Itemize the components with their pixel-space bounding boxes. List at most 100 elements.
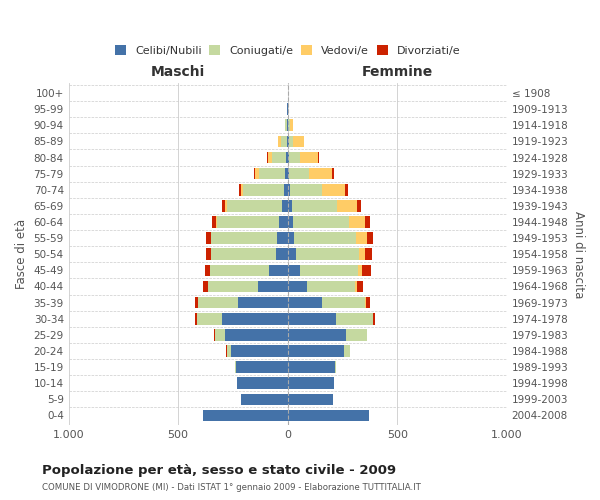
Bar	[289, 136, 293, 147]
Bar	[344, 345, 350, 357]
Bar	[206, 232, 211, 244]
Bar	[241, 184, 243, 196]
Bar	[294, 232, 356, 244]
Bar	[225, 329, 287, 340]
Bar	[287, 394, 332, 405]
Bar	[285, 168, 287, 179]
Bar	[235, 362, 236, 373]
Text: Popolazione per età, sesso e stato civile - 2009: Popolazione per età, sesso e stato civil…	[42, 464, 396, 477]
Bar	[358, 264, 362, 276]
Bar	[195, 313, 197, 324]
Bar	[365, 297, 367, 308]
Bar	[239, 184, 241, 196]
Bar	[365, 216, 370, 228]
Bar	[269, 264, 287, 276]
Bar	[214, 329, 215, 340]
Text: Maschi: Maschi	[151, 66, 205, 80]
Y-axis label: Fasce di età: Fasce di età	[15, 219, 28, 290]
Bar	[287, 232, 294, 244]
Bar	[287, 168, 289, 179]
Bar	[355, 280, 357, 292]
Bar	[290, 184, 322, 196]
Bar	[287, 329, 346, 340]
Bar	[197, 313, 222, 324]
Bar	[258, 280, 287, 292]
Bar	[287, 297, 322, 308]
Bar	[222, 200, 225, 211]
Bar	[322, 297, 365, 308]
Bar	[210, 264, 269, 276]
Bar	[241, 394, 287, 405]
Bar	[367, 232, 373, 244]
Bar	[287, 378, 334, 389]
Bar	[205, 264, 209, 276]
Bar	[359, 248, 365, 260]
Bar	[289, 152, 300, 164]
Bar	[346, 329, 367, 340]
Bar	[227, 345, 231, 357]
Bar	[255, 168, 259, 179]
Bar	[217, 216, 280, 228]
Bar	[287, 248, 296, 260]
Bar	[287, 136, 289, 147]
Text: Femmine: Femmine	[362, 66, 433, 80]
Bar	[211, 248, 275, 260]
Bar	[287, 345, 344, 357]
Bar	[288, 120, 290, 131]
Bar	[322, 184, 345, 196]
Bar	[293, 216, 349, 228]
Bar	[287, 264, 301, 276]
Bar	[373, 313, 375, 324]
Bar	[211, 232, 277, 244]
Bar	[272, 152, 286, 164]
Bar	[259, 168, 285, 179]
Bar	[254, 168, 255, 179]
Bar	[309, 168, 332, 179]
Bar	[358, 200, 361, 211]
Bar	[227, 200, 281, 211]
Bar	[357, 280, 363, 292]
Bar	[243, 184, 284, 196]
Bar	[367, 297, 370, 308]
Bar	[236, 362, 287, 373]
Bar	[365, 248, 372, 260]
Bar	[289, 168, 309, 179]
Bar	[285, 120, 287, 131]
Bar	[293, 136, 304, 147]
Bar	[198, 297, 238, 308]
Bar	[356, 232, 367, 244]
Bar	[287, 200, 292, 211]
Bar	[203, 410, 287, 422]
Bar	[275, 248, 287, 260]
Bar	[300, 152, 319, 164]
Legend: Celibi/Nubili, Coniugati/e, Vedovi/e, Divorziati/e: Celibi/Nubili, Coniugati/e, Vedovi/e, Di…	[110, 41, 465, 60]
Bar	[335, 362, 336, 373]
Bar	[287, 410, 369, 422]
Bar	[307, 280, 355, 292]
Bar	[287, 362, 335, 373]
Bar	[280, 216, 287, 228]
Bar	[296, 248, 359, 260]
Text: COMUNE DI VIMODRONE (MI) - Dati ISTAT 1° gennaio 2009 - Elaborazione TUTTITALIA.: COMUNE DI VIMODRONE (MI) - Dati ISTAT 1°…	[42, 482, 421, 492]
Bar	[336, 313, 373, 324]
Bar	[278, 136, 281, 147]
Bar	[195, 297, 198, 308]
Bar	[287, 216, 293, 228]
Y-axis label: Anni di nascita: Anni di nascita	[572, 210, 585, 298]
Bar	[287, 184, 290, 196]
Bar	[362, 264, 371, 276]
Bar	[287, 152, 289, 164]
Bar	[349, 216, 365, 228]
Bar	[238, 297, 287, 308]
Bar	[215, 329, 225, 340]
Bar	[238, 378, 287, 389]
Bar	[203, 280, 208, 292]
Bar	[287, 313, 336, 324]
Bar	[337, 200, 358, 211]
Bar	[208, 280, 258, 292]
Bar	[287, 280, 307, 292]
Bar	[286, 152, 287, 164]
Bar	[290, 120, 293, 131]
Bar	[301, 264, 358, 276]
Bar	[206, 248, 211, 260]
